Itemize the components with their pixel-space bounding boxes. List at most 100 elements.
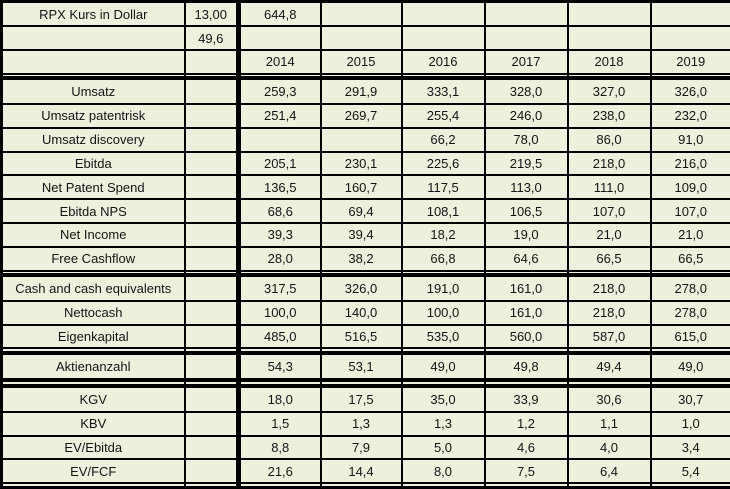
value-cell[interactable]: 106,5: [483, 198, 569, 224]
value-cell[interactable]: 1,5: [236, 410, 322, 437]
year-header-cell[interactable]: 2014: [236, 48, 322, 75]
value-cell[interactable]: 33,9: [483, 384, 569, 413]
value-cell[interactable]: [183, 379, 240, 388]
value-cell[interactable]: 230,1: [319, 150, 403, 177]
value-cell[interactable]: 191,0: [400, 273, 486, 302]
value-cell[interactable]: 251,4: [236, 102, 322, 129]
value-cell[interactable]: [319, 379, 403, 388]
value-cell[interactable]: 218,0: [566, 273, 652, 302]
value-cell[interactable]: 6,4: [566, 458, 652, 485]
value-cell[interactable]: 225,6: [400, 150, 486, 177]
row-label-cell[interactable]: EV/Ebitda: [0, 434, 186, 461]
value-cell[interactable]: [400, 0, 486, 28]
value-cell[interactable]: 485,0: [236, 323, 322, 350]
value-cell[interactable]: 218,0: [566, 150, 652, 177]
value-cell[interactable]: [183, 126, 240, 153]
row-label-cell[interactable]: Ebitda NPS: [0, 198, 186, 224]
value-cell[interactable]: 49,8: [483, 351, 569, 383]
value-cell[interactable]: [319, 126, 403, 153]
value-cell[interactable]: 218,0: [566, 299, 652, 326]
value-cell[interactable]: 1,3: [319, 410, 403, 437]
value-cell[interactable]: [183, 458, 240, 485]
value-cell[interactable]: [183, 299, 240, 326]
value-cell[interactable]: 8,8: [236, 434, 322, 461]
value-cell[interactable]: 21,0: [566, 221, 652, 248]
value-cell[interactable]: [183, 482, 240, 489]
value-cell[interactable]: [319, 25, 403, 51]
value-cell[interactable]: 7,5: [483, 458, 569, 485]
value-cell[interactable]: 39,3: [236, 221, 322, 248]
value-cell[interactable]: 100,0: [400, 299, 486, 326]
value-cell[interactable]: 107,0: [649, 198, 730, 224]
row-label-cell[interactable]: Umsatz: [0, 76, 186, 105]
value-cell[interactable]: 113,0: [483, 174, 569, 201]
value-cell[interactable]: 21,6: [236, 458, 322, 485]
value-cell[interactable]: 117,5: [400, 174, 486, 201]
value-cell[interactable]: 53,1: [319, 351, 403, 383]
value-cell[interactable]: 535,0: [400, 323, 486, 350]
value-cell[interactable]: 259,3: [236, 76, 322, 105]
value-cell[interactable]: 333,1: [400, 76, 486, 105]
value-cell[interactable]: 49,6: [183, 25, 240, 51]
value-cell[interactable]: [183, 150, 240, 177]
value-cell[interactable]: [319, 482, 403, 489]
value-cell[interactable]: [183, 323, 240, 350]
value-cell[interactable]: 107,0: [566, 198, 652, 224]
value-cell[interactable]: 140,0: [319, 299, 403, 326]
row-label-cell[interactable]: [0, 379, 186, 388]
value-cell[interactable]: 54,3: [236, 351, 322, 383]
year-header-cell[interactable]: 2015: [319, 48, 403, 75]
value-cell[interactable]: 205,1: [236, 150, 322, 177]
value-cell[interactable]: 19,0: [483, 221, 569, 248]
value-cell[interactable]: [483, 482, 569, 489]
value-cell[interactable]: [236, 25, 322, 51]
value-cell[interactable]: 1,2: [483, 410, 569, 437]
value-cell[interactable]: 18,2: [400, 221, 486, 248]
row-label-cell[interactable]: KGV: [0, 384, 186, 413]
value-cell[interactable]: 4,6: [483, 434, 569, 461]
value-cell[interactable]: [566, 482, 652, 489]
value-cell[interactable]: 644,8: [236, 0, 322, 28]
value-cell[interactable]: 38,2: [319, 245, 403, 272]
row-label-cell[interactable]: [0, 48, 186, 75]
value-cell[interactable]: 136,5: [236, 174, 322, 201]
value-cell[interactable]: 1,3: [400, 410, 486, 437]
value-cell[interactable]: 317,5: [236, 273, 322, 302]
value-cell[interactable]: 255,4: [400, 102, 486, 129]
value-cell[interactable]: 30,7: [649, 384, 730, 413]
row-label-cell[interactable]: Umsatz patentrisk: [0, 102, 186, 129]
value-cell[interactable]: [483, 379, 569, 388]
value-cell[interactable]: 7,9: [319, 434, 403, 461]
row-label-cell[interactable]: KBV: [0, 410, 186, 437]
value-cell[interactable]: [183, 384, 240, 413]
value-cell[interactable]: [236, 379, 322, 388]
value-cell[interactable]: 232,0: [649, 102, 730, 129]
value-cell[interactable]: [183, 174, 240, 201]
value-cell[interactable]: 13,00: [183, 0, 240, 28]
value-cell[interactable]: 69,4: [319, 198, 403, 224]
row-label-cell[interactable]: Net Patent Spend: [0, 174, 186, 201]
value-cell[interactable]: [183, 351, 240, 383]
value-cell[interactable]: 160,7: [319, 174, 403, 201]
value-cell[interactable]: 78,0: [483, 126, 569, 153]
row-label-cell[interactable]: EV/FCF: [0, 458, 186, 485]
value-cell[interactable]: 66,5: [566, 245, 652, 272]
value-cell[interactable]: 14,4: [319, 458, 403, 485]
row-label-cell[interactable]: RPX Kurs in Dollar: [0, 0, 186, 28]
value-cell[interactable]: 219,5: [483, 150, 569, 177]
value-cell[interactable]: [483, 0, 569, 28]
value-cell[interactable]: 560,0: [483, 323, 569, 350]
value-cell[interactable]: 30,6: [566, 384, 652, 413]
value-cell[interactable]: 1,0: [649, 410, 730, 437]
row-label-cell[interactable]: Nettocash: [0, 299, 186, 326]
value-cell[interactable]: [483, 25, 569, 51]
value-cell[interactable]: 5,0: [400, 434, 486, 461]
value-cell[interactable]: 4,0: [566, 434, 652, 461]
value-cell[interactable]: 17,5: [319, 384, 403, 413]
value-cell[interactable]: [183, 410, 240, 437]
year-header-cell[interactable]: 2019: [649, 48, 730, 75]
value-cell[interactable]: [183, 102, 240, 129]
year-header-cell[interactable]: 2017: [483, 48, 569, 75]
row-label-cell[interactable]: Free Cashflow: [0, 245, 186, 272]
value-cell[interactable]: 278,0: [649, 273, 730, 302]
